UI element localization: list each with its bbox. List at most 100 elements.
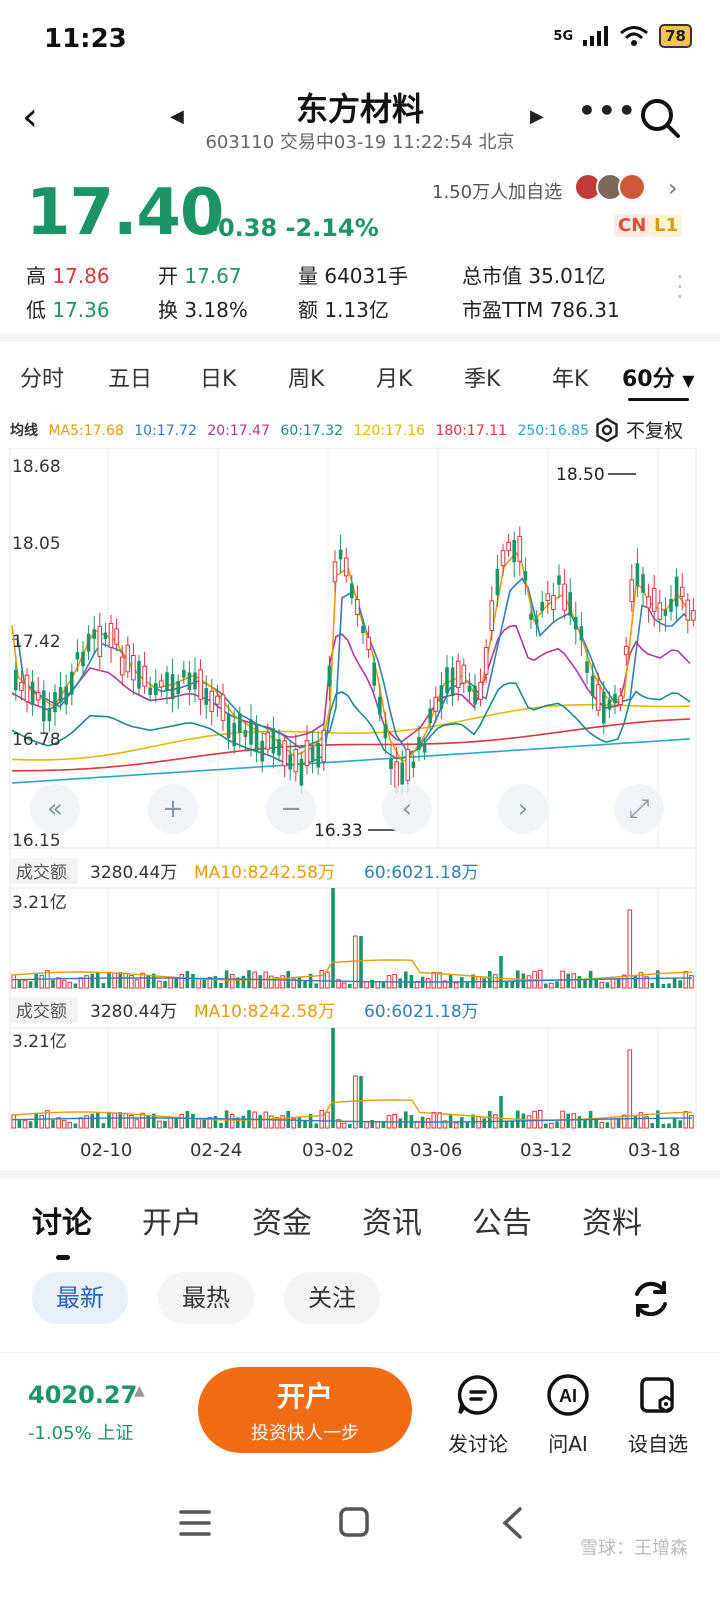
pan-left-icon[interactable]: ‹: [382, 784, 432, 834]
add-watchlist-button[interactable]: 设自选: [618, 1373, 698, 1457]
tab-discussion[interactable]: 讨论: [32, 1198, 92, 1260]
open-account-subtitle: 投资快人一步: [251, 1423, 359, 1444]
volume-bar: [370, 979, 374, 988]
fullscreen-icon[interactable]: ⤢: [614, 784, 664, 834]
candle-body: [585, 661, 589, 673]
volume-bar: [448, 1114, 453, 1128]
rewind-icon[interactable]: «: [30, 784, 80, 834]
menu-icon[interactable]: [178, 1508, 212, 1538]
volume-bar: [123, 1112, 129, 1129]
volume-bar: [258, 975, 262, 988]
tab-daily-k[interactable]: 日K: [200, 367, 237, 392]
volume-bar: [163, 1120, 167, 1128]
candle-body: [417, 736, 421, 750]
svg-text:AI: AI: [559, 1386, 577, 1406]
zoom-out-icon[interactable]: −: [266, 784, 316, 834]
tab-weekly-k[interactable]: 周K: [288, 367, 325, 392]
tab-news[interactable]: 资讯: [362, 1206, 422, 1241]
ma60: 60:17.32: [280, 423, 344, 439]
volume-bar: [28, 1121, 33, 1128]
chevron-right-icon[interactable]: ›: [668, 174, 678, 202]
tab-quarterly-k[interactable]: 季K: [464, 367, 501, 392]
y-tick-label: 18.05: [12, 534, 61, 554]
zoom-in-icon[interactable]: +: [148, 784, 198, 834]
volume-bar: [314, 983, 318, 988]
volume-bar: [202, 1119, 206, 1128]
tab-monthly-k[interactable]: 月K: [376, 367, 413, 392]
volume-bar: [583, 979, 587, 988]
volume-bar: [425, 978, 431, 989]
ma-prefix: 均线: [10, 423, 38, 439]
volume-title: 成交额: [16, 1002, 67, 1022]
tab-announcements[interactable]: 公告: [472, 1206, 532, 1241]
follower-avatars[interactable]: [574, 173, 646, 201]
volume-bar: [650, 1123, 654, 1128]
volume-bar: [577, 1116, 582, 1128]
volume-bar: [146, 975, 150, 988]
volume-title-bg: [10, 997, 78, 1023]
more-icon[interactable]: •••: [578, 94, 638, 127]
filter-latest[interactable]: 最新: [32, 1272, 128, 1324]
candle-body: [629, 579, 635, 603]
search-icon[interactable]: [638, 96, 682, 140]
prev-stock-icon[interactable]: ◀: [170, 106, 184, 127]
stat-turnover: 换 3.18%: [158, 298, 248, 322]
volume-bar: [689, 1115, 694, 1129]
candle-body: [14, 669, 18, 691]
ai-icon: AI: [547, 1374, 589, 1416]
index-change[interactable]: -1.05% 上证: [28, 1423, 134, 1444]
tab-intraday[interactable]: 分时: [20, 367, 65, 392]
back-icon[interactable]: ‹: [22, 94, 38, 140]
tab-60min[interactable]: 60分 ▼: [622, 361, 695, 401]
home-icon[interactable]: [338, 1506, 370, 1538]
open-account-button[interactable]: 开户 投资快人一步: [198, 1367, 412, 1453]
volume-bar: [236, 1117, 240, 1128]
tab-profile[interactable]: 资料: [582, 1206, 642, 1241]
tab-funds[interactable]: 资金: [252, 1206, 312, 1241]
candle-body: [204, 688, 208, 705]
pan-right-icon[interactable]: ›: [498, 784, 548, 834]
volume-bar: [67, 1121, 73, 1129]
nav-back-icon[interactable]: [500, 1506, 524, 1540]
refresh-icon[interactable]: [630, 1278, 672, 1320]
tab-five-day[interactable]: 五日: [108, 367, 153, 392]
tab-yearly-k[interactable]: 年K: [552, 367, 589, 392]
volume-bar: [633, 974, 638, 988]
volume-bar: [370, 1119, 374, 1128]
volume-bar: [526, 975, 532, 989]
dropdown-icon: ▼: [682, 371, 695, 390]
candle-body: [238, 713, 242, 733]
next-stock-icon[interactable]: ▶: [530, 106, 544, 127]
volume-bar: [84, 1115, 89, 1129]
volume-bar: [571, 1113, 577, 1129]
adjust-toggle[interactable]: 不复权: [594, 416, 683, 443]
follow-count[interactable]: 1.50万人加自选: [432, 182, 563, 203]
volume-bar: [56, 977, 61, 989]
candle-body: [30, 681, 35, 706]
ma-line: [11, 624, 691, 743]
filter-following[interactable]: 关注: [284, 1272, 380, 1324]
volume-title: 成交额: [16, 863, 67, 883]
candle-body: [182, 669, 186, 678]
volume-bar: [101, 1123, 106, 1128]
volume-bar: [555, 1121, 559, 1128]
volume-bar: [661, 983, 666, 988]
x-tick-label: 03-12: [520, 1140, 572, 1161]
ask-ai-button[interactable]: AI 问AI: [528, 1373, 608, 1457]
volume-bar: [280, 1115, 285, 1129]
volume-bar: [425, 1118, 431, 1129]
volume-bar: [191, 1113, 195, 1128]
filter-hot[interactable]: 最热: [158, 1272, 254, 1324]
more-stats-icon[interactable]: · · ·: [676, 263, 684, 311]
ma-line: [11, 738, 691, 784]
volume-bar: [303, 979, 307, 988]
candle-body: [220, 694, 226, 721]
volume-bar: [510, 980, 514, 988]
post-discussion-button[interactable]: 发讨论: [438, 1373, 518, 1457]
volume-bar: [129, 975, 134, 989]
kline-chart[interactable]: 18.68 18.05 17.42 16.78 16.15 18.50 16.3…: [0, 447, 720, 1168]
period-tabs: 分时 五日 日K 周K 月K 季K 年K 60分 ▼: [0, 355, 720, 405]
tab-open-account[interactable]: 开户: [142, 1206, 202, 1241]
volume-bar: [583, 1119, 587, 1128]
index-value[interactable]: 4020.27: [28, 1381, 138, 1409]
